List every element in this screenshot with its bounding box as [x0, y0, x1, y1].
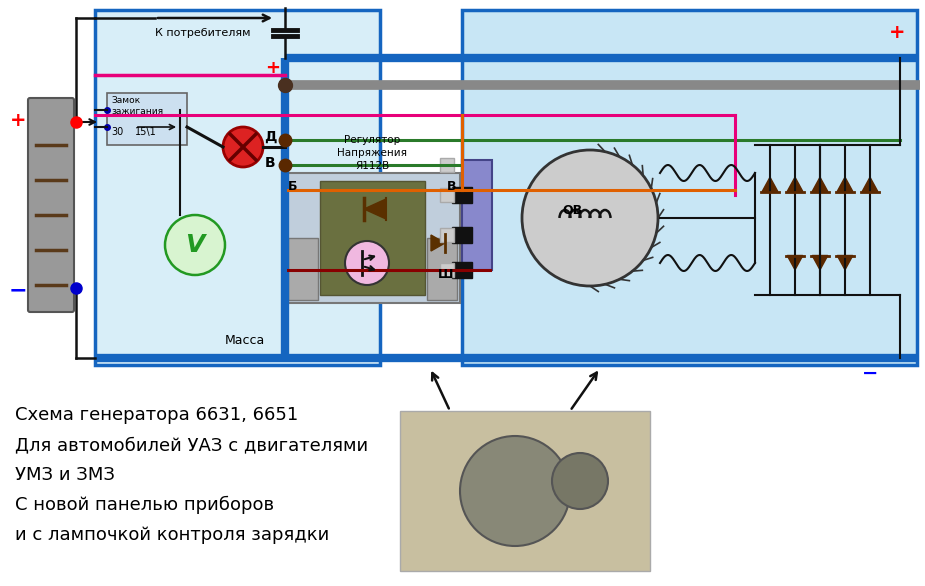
Text: Для автомобилей УАЗ с двигателями: Для автомобилей УАЗ с двигателями [15, 436, 368, 454]
Bar [320, 181, 425, 295]
Text: Масса: Масса [225, 333, 265, 346]
Bar [440, 228, 454, 242]
Circle shape [552, 453, 608, 509]
Circle shape [345, 241, 389, 285]
Polygon shape [762, 177, 778, 192]
Text: К потребителям: К потребителям [155, 28, 251, 38]
Text: −: − [862, 363, 878, 383]
Polygon shape [812, 177, 828, 192]
Text: V: V [185, 233, 204, 257]
Polygon shape [862, 177, 878, 192]
Text: Б: Б [289, 180, 298, 193]
Polygon shape [837, 177, 853, 192]
Polygon shape [431, 235, 445, 251]
Text: Регулятор
Напряжения
Я112В: Регулятор Напряжения Я112В [338, 135, 408, 171]
Text: −: − [8, 280, 28, 300]
Bar [462, 10, 917, 365]
Bar [95, 10, 380, 365]
Bar [400, 411, 650, 571]
Bar [452, 227, 472, 243]
Bar [427, 238, 457, 278]
FancyBboxPatch shape [28, 98, 74, 312]
Polygon shape [787, 177, 803, 192]
Text: Ш: Ш [438, 268, 454, 281]
Circle shape [165, 215, 225, 275]
Bar [288, 270, 318, 300]
Bar [427, 270, 457, 300]
Text: УМЗ и ЗМЗ: УМЗ и ЗМЗ [15, 466, 115, 484]
Bar [462, 160, 492, 270]
Text: В: В [448, 180, 457, 193]
Polygon shape [812, 255, 828, 270]
Text: +: + [10, 111, 26, 130]
Text: ОВ: ОВ [562, 203, 582, 216]
Polygon shape [787, 255, 803, 270]
Bar [440, 188, 454, 202]
Text: Замок
зажигания: Замок зажигания [111, 96, 163, 116]
Text: +: + [889, 22, 906, 42]
Circle shape [522, 150, 658, 286]
Text: Д: Д [264, 130, 277, 144]
Text: 15\1: 15\1 [135, 127, 156, 137]
Text: +: + [265, 59, 280, 77]
Bar [440, 263, 454, 277]
Bar [107, 93, 187, 145]
Text: 30: 30 [111, 127, 123, 137]
Bar [440, 158, 454, 172]
Text: Схема генератора 6631, 6651: Схема генератора 6631, 6651 [15, 406, 298, 424]
Bar [452, 262, 472, 278]
Text: В: В [265, 156, 276, 170]
Text: и с лампочкой контроля зарядки: и с лампочкой контроля зарядки [15, 526, 329, 544]
Bar [95, 10, 380, 365]
Bar [452, 187, 472, 203]
Polygon shape [364, 199, 386, 219]
Circle shape [460, 436, 570, 546]
Circle shape [223, 127, 263, 167]
Polygon shape [837, 255, 853, 270]
Text: С новой панелью приборов: С новой панелью приборов [15, 496, 274, 515]
Bar [285, 173, 460, 303]
Bar [288, 238, 318, 278]
Bar [462, 10, 917, 365]
